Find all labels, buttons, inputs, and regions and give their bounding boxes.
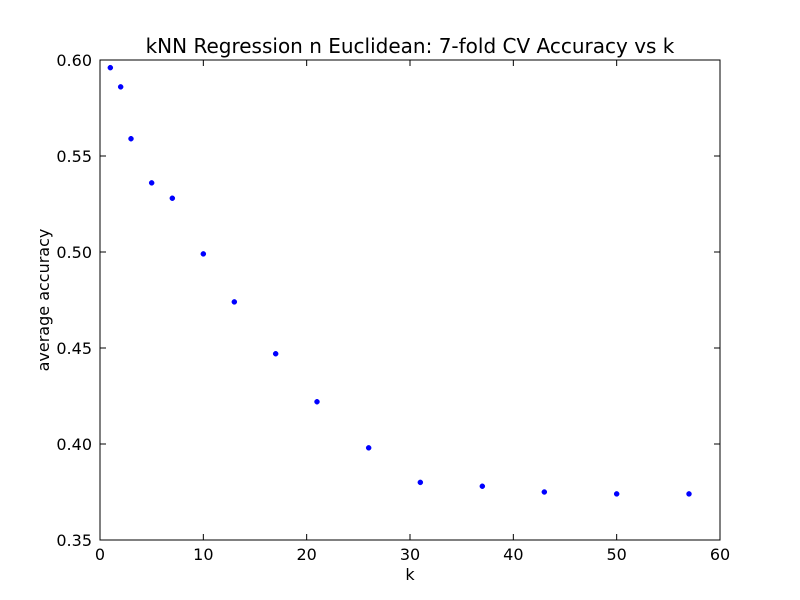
x-tick-label: 20 <box>296 545 316 564</box>
data-point <box>314 399 320 405</box>
data-point <box>541 489 548 495</box>
x-axis-label: k <box>405 565 415 584</box>
y-tick-label: 0.60 <box>56 51 92 70</box>
data-point <box>365 445 372 451</box>
data-point <box>479 483 486 489</box>
plot-area <box>99 59 721 541</box>
data-point <box>148 180 155 186</box>
x-tick-label: 0 <box>95 545 105 564</box>
y-tick-label: 0.50 <box>56 243 92 262</box>
x-tick-label: 10 <box>193 545 213 564</box>
x-tick-label: 50 <box>606 545 626 564</box>
chart-title: kNN Regression n Euclidean: 7-fold CV Ac… <box>146 34 675 58</box>
data-point <box>200 251 207 257</box>
data-point <box>272 351 279 357</box>
x-tick-label: 40 <box>503 545 523 564</box>
data-points <box>107 64 692 497</box>
x-tick-label: 30 <box>400 545 420 564</box>
plot-frame <box>99 59 721 541</box>
x-tick-label: 60 <box>710 545 730 564</box>
y-tick-label: 0.40 <box>56 435 92 454</box>
y-tick-label: 0.55 <box>56 147 92 166</box>
data-point <box>128 135 134 142</box>
y-tick-label: 0.35 <box>56 531 92 550</box>
data-point <box>417 479 424 486</box>
y-axis: 0.35 0.40 0.45 0.50 0.55 0.60 <box>56 51 720 550</box>
data-point <box>169 195 176 201</box>
y-tick-label: 0.45 <box>56 339 92 358</box>
data-point <box>231 299 238 305</box>
x-axis: 0 10 20 30 40 50 60 <box>95 60 730 564</box>
data-point <box>107 64 114 71</box>
data-point <box>686 491 692 497</box>
y-axis-label: average accuracy <box>34 229 53 372</box>
data-point <box>613 491 620 497</box>
data-point <box>117 84 124 90</box>
